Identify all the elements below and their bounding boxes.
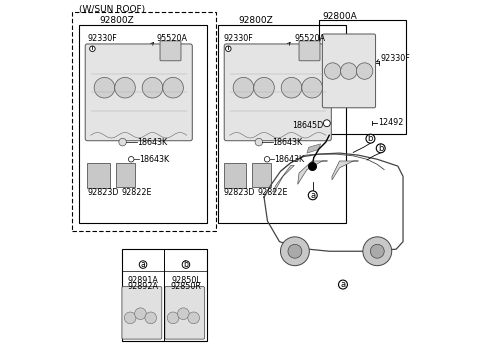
- Text: 92822E: 92822E: [257, 188, 288, 197]
- Circle shape: [280, 237, 309, 266]
- Circle shape: [338, 280, 348, 289]
- Circle shape: [363, 237, 392, 266]
- Text: (W/SUN ROOF): (W/SUN ROOF): [79, 6, 145, 15]
- Text: a: a: [310, 191, 315, 200]
- Text: 92822E: 92822E: [121, 188, 152, 197]
- Circle shape: [281, 78, 302, 98]
- Circle shape: [129, 156, 134, 162]
- FancyBboxPatch shape: [165, 286, 204, 339]
- Circle shape: [124, 312, 136, 324]
- Circle shape: [302, 78, 323, 98]
- Text: b: b: [378, 144, 384, 153]
- Circle shape: [308, 191, 317, 200]
- Circle shape: [324, 63, 341, 79]
- FancyBboxPatch shape: [224, 44, 331, 141]
- Circle shape: [139, 261, 147, 268]
- Circle shape: [94, 78, 115, 98]
- FancyBboxPatch shape: [323, 34, 375, 108]
- Text: 92800Z: 92800Z: [99, 16, 134, 25]
- Text: 18643K: 18643K: [273, 138, 303, 147]
- Text: 92850R: 92850R: [170, 282, 202, 291]
- Circle shape: [376, 144, 385, 153]
- FancyBboxPatch shape: [299, 41, 320, 61]
- Bar: [72, 12, 216, 231]
- Circle shape: [288, 244, 302, 258]
- Bar: [121, 248, 207, 341]
- Polygon shape: [273, 165, 294, 192]
- Text: 18643K: 18643K: [139, 155, 169, 164]
- Text: 92330F: 92330F: [380, 54, 410, 63]
- Circle shape: [226, 46, 231, 52]
- Text: a: a: [141, 260, 145, 269]
- Bar: [117, 163, 135, 187]
- Text: 92850L: 92850L: [171, 276, 201, 285]
- Circle shape: [233, 78, 254, 98]
- Text: 95520A: 95520A: [157, 34, 188, 43]
- Text: 18645D: 18645D: [292, 121, 324, 130]
- Text: 92330F: 92330F: [224, 34, 253, 43]
- Circle shape: [324, 120, 330, 127]
- Text: 18643K: 18643K: [137, 138, 167, 147]
- Text: 92823D: 92823D: [87, 188, 119, 197]
- Circle shape: [371, 244, 384, 258]
- Circle shape: [134, 308, 146, 320]
- Text: b: b: [368, 134, 373, 143]
- Polygon shape: [332, 161, 359, 180]
- FancyBboxPatch shape: [122, 286, 162, 339]
- Circle shape: [188, 312, 200, 324]
- FancyBboxPatch shape: [160, 41, 181, 61]
- Bar: [79, 25, 207, 223]
- Text: 95520A: 95520A: [294, 34, 325, 43]
- Text: b: b: [183, 260, 188, 269]
- Text: 92892A: 92892A: [128, 282, 158, 291]
- Circle shape: [90, 46, 95, 52]
- Bar: [218, 25, 347, 223]
- Circle shape: [178, 308, 189, 320]
- Bar: [252, 163, 271, 187]
- Bar: [87, 163, 109, 189]
- Text: 92823D: 92823D: [224, 188, 255, 197]
- Bar: [224, 163, 246, 189]
- Text: 92330F: 92330F: [88, 34, 117, 43]
- Circle shape: [145, 312, 156, 324]
- Circle shape: [254, 78, 275, 98]
- Text: 92891A: 92891A: [128, 276, 158, 285]
- Text: a: a: [340, 280, 346, 289]
- Polygon shape: [307, 144, 321, 153]
- Text: 18643K: 18643K: [275, 155, 304, 164]
- Circle shape: [182, 261, 190, 268]
- Text: 92800A: 92800A: [322, 12, 357, 21]
- Circle shape: [341, 63, 357, 79]
- Circle shape: [163, 78, 183, 98]
- Circle shape: [264, 156, 270, 162]
- Circle shape: [142, 78, 163, 98]
- Circle shape: [167, 312, 179, 324]
- Circle shape: [356, 63, 373, 79]
- Text: 92800Z: 92800Z: [238, 16, 273, 25]
- Circle shape: [119, 138, 126, 146]
- FancyBboxPatch shape: [85, 44, 192, 141]
- Circle shape: [366, 134, 375, 143]
- Circle shape: [255, 138, 263, 146]
- Bar: [319, 20, 407, 134]
- Polygon shape: [298, 161, 327, 184]
- Circle shape: [115, 78, 135, 98]
- Text: 12492: 12492: [378, 118, 404, 127]
